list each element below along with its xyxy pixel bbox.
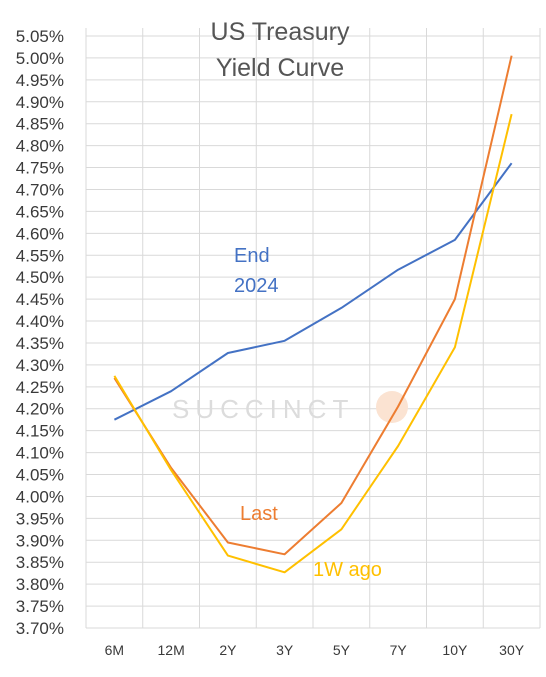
y-tick-label: 5.00% — [16, 49, 64, 68]
y-tick-label: 4.10% — [16, 444, 64, 463]
series-label-end-2024-line-1: End — [234, 245, 270, 267]
watermark-text: SUCCINCT — [172, 394, 354, 424]
y-tick-label: 4.30% — [16, 356, 64, 375]
y-tick-label: 3.90% — [16, 531, 64, 550]
series-label-1w-ago: 1W ago — [313, 559, 382, 581]
y-tick-label: 4.70% — [16, 180, 64, 199]
y-tick-label: 4.25% — [16, 378, 64, 397]
y-tick-label: 4.05% — [16, 466, 64, 485]
x-tick-label: 30Y — [499, 642, 525, 658]
x-tick-label: 7Y — [390, 642, 408, 658]
y-tick-label: 3.75% — [16, 597, 64, 616]
y-tick-label: 3.85% — [16, 553, 64, 572]
y-tick-label: 4.80% — [16, 137, 64, 156]
series-line-end-2024 — [113, 162, 513, 421]
series-line-1w-ago — [113, 113, 513, 574]
gridlines — [85, 28, 541, 629]
y-tick-label: 5.05% — [16, 27, 64, 46]
y-tick-label: 4.55% — [16, 246, 64, 265]
x-tick-label: 5Y — [333, 642, 351, 658]
series-label-last: Last — [240, 503, 278, 525]
x-tick-label: 3Y — [276, 642, 294, 658]
y-tick-label: 4.50% — [16, 268, 64, 287]
x-tick-label: 12M — [158, 642, 185, 658]
y-tick-label: 4.65% — [16, 202, 64, 221]
y-tick-label: 4.40% — [16, 312, 64, 331]
y-tick-label: 4.75% — [16, 159, 64, 178]
y-tick-label: 3.70% — [16, 619, 64, 638]
chart-title-line-2: Yield Curve — [216, 54, 344, 82]
y-tick-label: 4.60% — [16, 224, 64, 243]
y-tick-label: 3.95% — [16, 509, 64, 528]
y-tick-label: 4.85% — [16, 115, 64, 134]
x-tick-label: 6M — [105, 642, 124, 658]
y-axis-ticks: 3.70% 3.75% 3.80% 3.85% 3.90% 3.95% 4.00% 4.05%… — [16, 27, 64, 638]
y-tick-label: 4.00% — [16, 487, 64, 506]
y-tick-label: 4.90% — [16, 93, 64, 112]
series-labels: End 2024 Last 1W ago — [234, 245, 382, 581]
y-tick-label: 4.95% — [16, 71, 64, 90]
chart-title-line-1: US Treasury — [211, 18, 350, 46]
series-lines — [113, 55, 513, 574]
y-tick-label: 4.15% — [16, 422, 64, 441]
x-axis-ticks: 6M 12M 2Y 3Y 5Y 7Y 10Y 30Y — [105, 642, 525, 658]
chart-title: US Treasury Yield Curve — [211, 18, 350, 82]
watermark: SUCCINCT — [172, 391, 408, 424]
y-tick-label: 4.35% — [16, 334, 64, 353]
x-tick-label: 2Y — [219, 642, 237, 658]
y-tick-label: 4.45% — [16, 290, 64, 309]
watermark-logo-icon — [376, 391, 408, 423]
x-tick-label: 10Y — [442, 642, 468, 658]
y-tick-label: 4.20% — [16, 400, 64, 419]
series-line-last — [113, 55, 513, 556]
y-tick-label: 3.80% — [16, 575, 64, 594]
series-label-end-2024-line-2: 2024 — [234, 275, 279, 297]
